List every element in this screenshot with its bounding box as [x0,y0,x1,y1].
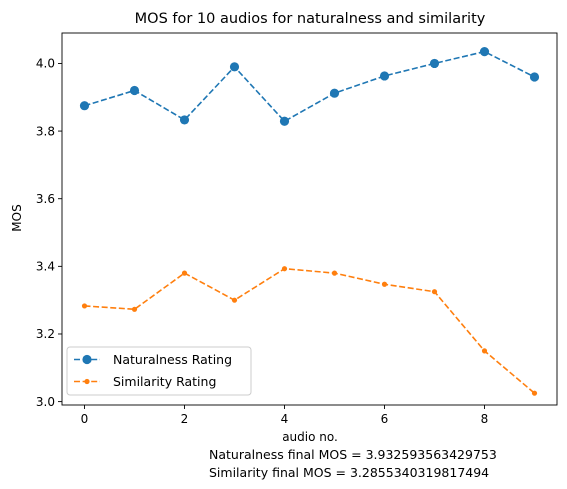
y-tick-label-4: 3.8 [36,124,55,138]
legend-box [66,346,252,396]
series-1-point-9 [529,72,540,82]
series-1-point-5 [329,88,340,98]
naturalness-final-mos-text: Naturalness final MOS = 3.93259356342975… [209,447,497,462]
series-2-point-5 [331,270,338,276]
legend-marker-2 [84,378,90,385]
series-1-point-6 [379,71,390,81]
series-2-point-7 [431,289,438,295]
series-2-point-8 [481,348,488,354]
plot-area [79,47,540,396]
y-tick-label-3: 3.6 [36,192,55,206]
similarity-final-mos-text: Similarity final MOS = 3.285534031981749… [209,465,489,480]
x-tick-label-6: 6 [381,412,389,426]
series-line-2 [84,267,536,394]
series-line-1 [84,50,535,123]
series-1-point-8 [479,47,490,57]
series-1-point-7 [429,58,440,69]
y-axis-title: MOS [10,204,24,231]
plot-frame [61,32,558,406]
legend: Naturalness Rating Similarity Rating [66,346,252,396]
chart-title: MOS for 10 audios for naturalness and si… [135,11,486,27]
y-tick-label-5: 4.0 [36,57,55,71]
x-tick-label-8: 8 [481,412,489,426]
y-tick-label-2: 3.4 [36,260,55,274]
series-2-point-3 [231,297,238,303]
series-1-point-1 [129,85,140,96]
series-1-point-3 [229,62,240,72]
series-2-point-2 [181,270,188,276]
x-tick-label-4: 4 [281,412,289,426]
y-tick-label-1: 3.2 [36,327,55,341]
axes: 0 2 4 6 8 3.0 3.2 3.4 3.6 3.8 4.0 [36,32,558,426]
y-tick-label-0: 3.0 [36,395,55,409]
series-1-point-0 [79,101,90,111]
series-2-point-6 [381,281,388,287]
legend-label-2: Similarity Rating [113,374,216,389]
series-1-point-2 [179,115,190,125]
series-2-point-9 [531,390,538,396]
series-2-point-0 [81,303,88,309]
legend-label-1: Naturalness Rating [113,352,232,367]
series-1-point-4 [279,116,290,126]
x-axis-title: audio no. [282,430,338,444]
x-tick-label-2: 2 [181,412,189,426]
x-tick-label-0: 0 [81,412,89,426]
series-2-point-4 [281,266,288,272]
legend-marker-1 [82,354,92,365]
series-2-point-1 [131,306,138,312]
